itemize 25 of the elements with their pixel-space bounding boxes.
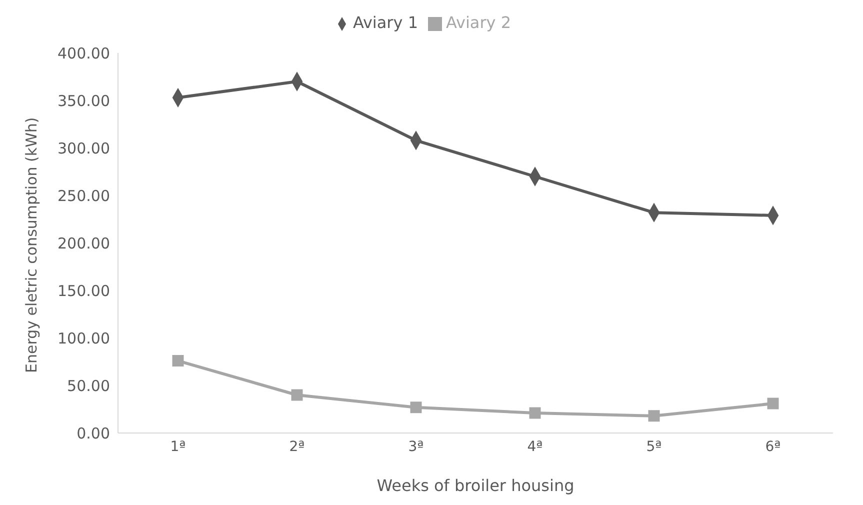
y-tick-label: 350.00 xyxy=(58,92,110,110)
y-axis-title: Energy eletric consumption (kWh) xyxy=(22,117,40,373)
point xyxy=(410,402,422,414)
y-tick-label: 400.00 xyxy=(58,44,110,62)
point xyxy=(172,355,184,367)
y-tick-label: 100.00 xyxy=(58,329,110,348)
x-tick-label: 6ª xyxy=(765,438,781,455)
y-tick-label: 250.00 xyxy=(58,186,110,205)
y-tick-label: 50.00 xyxy=(67,376,110,395)
point xyxy=(529,407,541,419)
y-tick-label: 0.00 xyxy=(76,424,110,442)
y-tick-label: 150.00 xyxy=(58,282,110,300)
y-tick-label: 300.00 xyxy=(58,139,110,158)
legend-label: Aviary 1 xyxy=(352,13,418,32)
x-tick-label: 1ª xyxy=(170,438,186,455)
point xyxy=(767,398,779,410)
x-tick-label: 2ª xyxy=(289,438,305,455)
x-axis-title: Weeks of broiler housing xyxy=(376,476,574,495)
x-tick-label: 3ª xyxy=(408,438,424,455)
legend-label: Aviary 2 xyxy=(446,13,512,32)
x-tick-label: 4ª xyxy=(527,438,543,455)
x-tick-label: 5ª xyxy=(646,438,662,455)
point xyxy=(291,389,303,401)
point xyxy=(648,410,660,422)
y-tick-label: 200.00 xyxy=(58,234,110,252)
